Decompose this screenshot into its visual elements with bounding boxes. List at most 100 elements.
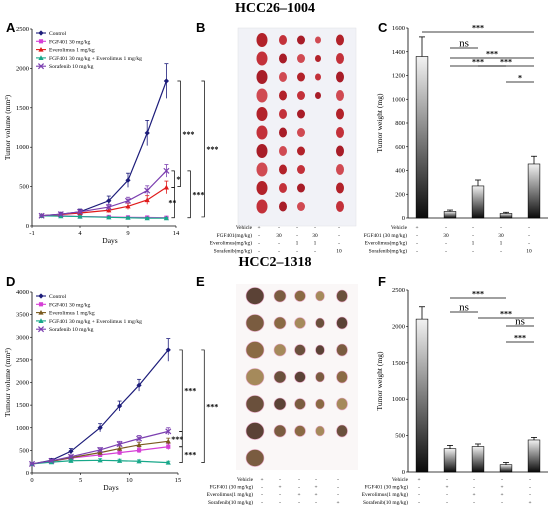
tumor-sample	[336, 289, 348, 303]
treatment-value: -	[338, 233, 340, 239]
treatment-value: -	[473, 500, 475, 506]
tumor-sample	[245, 422, 265, 440]
y-tick-label: 1500	[16, 105, 29, 112]
significance-bracket: ***	[478, 58, 534, 67]
treatment-value: -	[298, 500, 300, 506]
treatment-value: -	[261, 500, 263, 506]
tumor-sample	[315, 92, 321, 99]
tumor-sample	[336, 53, 344, 64]
data-point	[165, 347, 171, 353]
tumor-sample	[256, 70, 268, 84]
treatment-value: -	[473, 485, 475, 491]
data-point	[136, 435, 143, 442]
significance-bracket: ***	[450, 290, 506, 299]
y-tick-label: 0	[26, 470, 29, 477]
bar	[443, 211, 457, 219]
tumor-sample	[294, 371, 306, 383]
tumor-sample	[256, 199, 268, 214]
treatment-value: -	[501, 500, 503, 506]
legend-marker	[38, 55, 44, 60]
tumor-sample	[273, 424, 287, 438]
tumor-sample	[273, 397, 287, 411]
data-point	[67, 453, 74, 460]
treatment-value: -	[338, 241, 340, 247]
treatment-value: -	[279, 492, 281, 498]
treatment-table-b: Vehicle + - - - -FGF401(mg/kg) -30-30 -Everolim…	[210, 225, 342, 254]
treatment-table-f: Vehicle + - - - -FGF401 (30 mg/kg) - + - + -Everol…	[362, 477, 532, 506]
tumor-sample	[256, 88, 268, 103]
treatment-value: -	[258, 248, 260, 254]
significance-bracket: ***	[478, 310, 534, 319]
tumor-sample	[315, 398, 325, 410]
tumor-sample	[315, 425, 325, 437]
tumor-sample	[256, 144, 268, 158]
data-point	[163, 78, 169, 84]
data-point	[125, 215, 131, 220]
tumor-sample	[315, 36, 321, 44]
data-point	[38, 212, 45, 219]
data-point	[97, 457, 103, 463]
x-tick-label: 14	[173, 230, 180, 237]
y-tick-label: 2500	[392, 287, 405, 294]
tumor-sample	[297, 109, 305, 119]
treatment-value: +	[314, 492, 317, 498]
significance-bracket: ***	[201, 349, 218, 463]
tumor-photo-b	[237, 27, 357, 227]
tumor-sample	[279, 183, 287, 193]
y-tick-label: 500	[19, 184, 29, 191]
data-point	[116, 441, 123, 448]
data-point	[144, 187, 151, 194]
treatment-value: -	[337, 492, 339, 498]
treatment-label: FGF401(mg/kg)	[217, 232, 253, 239]
tumor-sample	[315, 344, 325, 356]
tumor-sample	[279, 109, 287, 119]
data-point	[106, 207, 112, 213]
y-tick-label: 1500	[16, 402, 29, 409]
data-point	[124, 197, 132, 204]
treatment-label: Vehicle	[237, 477, 254, 483]
tumor-sample	[294, 290, 306, 302]
significance-bracket: ***	[179, 446, 196, 463]
treatment-value: 1	[296, 241, 299, 247]
data-point	[165, 459, 171, 465]
tumor-sample	[245, 395, 265, 413]
treatment-value: -	[338, 225, 340, 231]
data-point	[117, 403, 123, 409]
y-axis-title: Tumor weight (mg)	[375, 93, 384, 152]
treatment-value: +	[314, 485, 317, 491]
tumor-photo-e	[236, 284, 358, 470]
legend-label: FGF401 30 mg/kg + Everolimus 1 mg/kg	[49, 56, 142, 62]
significance-label: ***	[184, 387, 196, 396]
tumor-sample	[279, 72, 287, 82]
bar-chart-c: 0 200 400 600 800 1000 1200 1400 1600 Tumor weigh…	[375, 24, 548, 222]
significance-label: ***	[472, 58, 484, 67]
legend-marker	[38, 318, 44, 323]
panel-label-b: B	[196, 20, 205, 35]
tumor-sample	[315, 317, 325, 329]
legend-label: Control	[49, 31, 67, 37]
line-chart-a: 0 500 1000 1500 2000 2500 -1 4 9 14 Days Tumor volu…	[3, 26, 218, 245]
treatment-value: 30	[498, 233, 504, 239]
treatment-value: -	[296, 225, 298, 231]
y-tick-label: 2500	[16, 357, 29, 364]
treatment-value: -	[296, 233, 298, 239]
treatment-value: -	[298, 477, 300, 483]
data-point	[163, 215, 169, 221]
y-tick-label: 1000	[16, 144, 29, 151]
significance-label: ***	[171, 435, 183, 444]
y-tick-label: 2000	[16, 65, 29, 72]
tumor-sample	[336, 127, 344, 138]
treatment-value: -	[446, 492, 448, 498]
treatment-value: 30	[443, 233, 449, 239]
panel-label-c: C	[378, 20, 388, 35]
treatment-label: Everolimus(mg/kg)	[210, 240, 252, 247]
series-0	[39, 63, 169, 219]
data-point	[165, 438, 171, 444]
treatment-value: -	[528, 233, 530, 239]
y-tick-label: 1000	[392, 396, 405, 403]
treatment-value: -	[337, 477, 339, 483]
treatment-value: -	[472, 248, 474, 254]
treatment-value: -	[258, 233, 260, 239]
data-point	[105, 204, 112, 211]
treatment-value: -	[418, 492, 420, 498]
